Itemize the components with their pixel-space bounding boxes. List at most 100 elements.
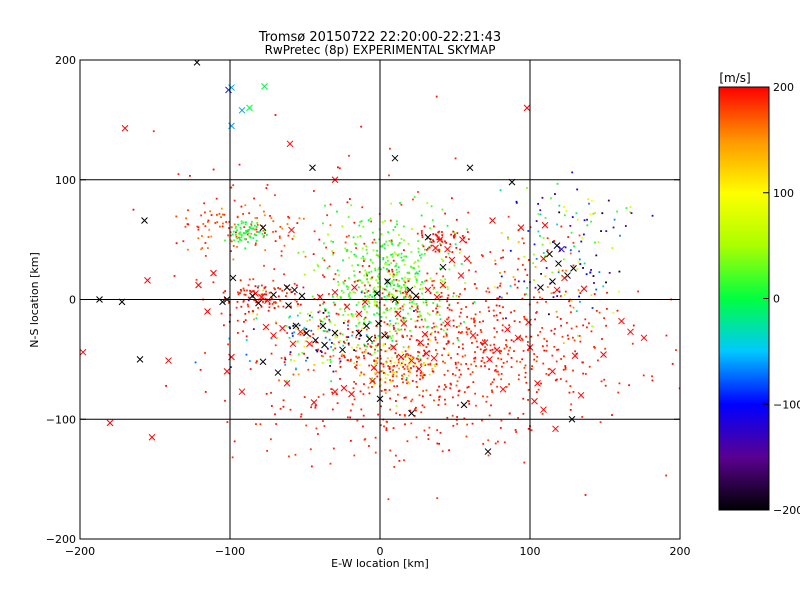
data-dot <box>378 371 381 374</box>
data-dot <box>410 335 413 337</box>
data-dot <box>403 368 406 370</box>
data-point-x <box>525 318 532 326</box>
data-dot <box>354 350 357 352</box>
data-dot <box>255 228 258 231</box>
data-dot <box>402 361 404 363</box>
data-dot <box>466 328 469 331</box>
data-dot <box>352 236 355 239</box>
data-dot <box>436 303 439 306</box>
data-dot <box>253 318 255 321</box>
data-dot <box>261 294 264 296</box>
data-dot <box>393 295 395 298</box>
data-dot <box>425 301 428 304</box>
data-dot <box>447 341 450 344</box>
data-dot <box>540 382 542 385</box>
data-dot <box>312 333 315 336</box>
data-dot <box>270 352 273 355</box>
colorbar-tick-label: −100 <box>773 398 800 411</box>
data-dot <box>204 242 207 244</box>
data-dot <box>604 384 607 387</box>
data-dot <box>426 202 429 205</box>
data-dot <box>280 254 283 257</box>
data-dot <box>401 334 404 337</box>
data-dot <box>282 405 285 408</box>
data-dot <box>369 353 372 356</box>
data-dot <box>500 232 503 234</box>
data-dot <box>397 266 400 269</box>
data-dot <box>539 296 541 299</box>
data-dot <box>546 249 549 252</box>
data-dot <box>406 288 409 290</box>
data-dot <box>534 265 537 268</box>
data-dot <box>408 358 411 361</box>
data-dot <box>344 319 346 322</box>
data-dot <box>488 368 491 371</box>
data-dot <box>204 254 207 257</box>
data-dot <box>409 409 411 412</box>
data-dot <box>368 320 371 323</box>
data-dot <box>373 304 376 307</box>
data-dot <box>450 383 452 386</box>
data-point-x <box>627 328 634 336</box>
data-dot <box>263 229 266 232</box>
data-dot <box>321 257 324 260</box>
data-dot <box>618 382 621 385</box>
data-dot <box>363 284 366 287</box>
data-dot <box>316 350 319 353</box>
data-dot <box>437 231 440 234</box>
data-dot <box>364 348 367 351</box>
data-dot <box>501 365 503 368</box>
data-dot <box>414 409 417 412</box>
data-point-x <box>412 292 420 300</box>
data-dot <box>204 391 207 393</box>
data-dot <box>347 313 349 316</box>
data-dot <box>364 350 367 353</box>
data-dot <box>334 324 336 326</box>
data-dot <box>433 279 435 282</box>
data-dot <box>592 212 595 215</box>
data-dot <box>426 247 429 250</box>
data-dot <box>223 213 226 216</box>
data-dot <box>253 224 256 227</box>
data-dot <box>189 174 191 177</box>
data-dot <box>374 363 376 366</box>
data-dot <box>201 235 203 237</box>
data-dot <box>201 247 204 249</box>
data-dot <box>390 293 393 296</box>
data-dot <box>556 348 558 351</box>
data-dot <box>355 364 358 367</box>
data-dot <box>385 427 388 430</box>
data-dot <box>394 454 397 457</box>
data-dot <box>214 222 217 224</box>
data-dot <box>435 363 438 366</box>
data-dot <box>305 424 308 427</box>
data-dot <box>415 281 418 283</box>
data-dot <box>502 317 504 320</box>
data-dot <box>434 365 437 368</box>
data-dot <box>382 365 385 368</box>
data-dot <box>369 259 372 262</box>
data-dot <box>403 459 405 462</box>
data-dot <box>475 287 478 290</box>
data-dot <box>383 243 386 245</box>
data-point-x <box>195 281 202 289</box>
data-dot <box>404 317 407 320</box>
data-dot <box>356 279 359 282</box>
data-dot <box>417 240 420 243</box>
data-dot <box>313 230 316 233</box>
data-dot <box>401 259 404 262</box>
data-dot <box>446 306 449 309</box>
data-dot <box>415 278 418 280</box>
data-dot <box>385 420 388 423</box>
data-dot <box>302 250 305 253</box>
data-dot <box>255 234 258 237</box>
data-dot <box>471 422 474 425</box>
data-dot <box>444 403 447 406</box>
data-dot <box>389 273 392 276</box>
data-dot <box>430 331 433 334</box>
data-point-x <box>541 221 549 229</box>
data-dot <box>420 318 423 321</box>
data-dot <box>403 396 406 399</box>
data-dot <box>380 370 383 373</box>
data-dot <box>508 412 511 415</box>
